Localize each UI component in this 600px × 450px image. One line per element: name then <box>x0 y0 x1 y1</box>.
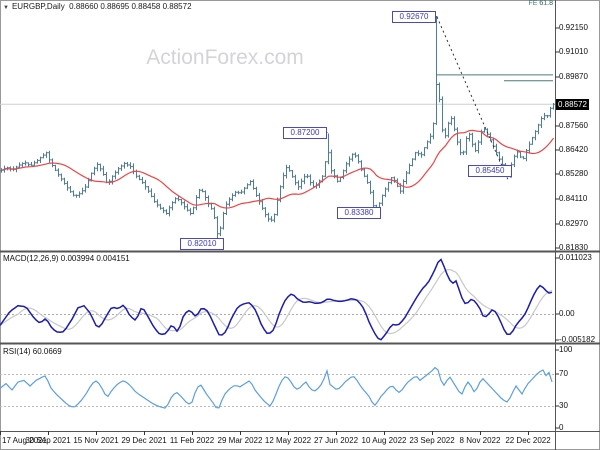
price-bars-series <box>0 16 555 245</box>
price-annotation-connector <box>325 132 328 133</box>
price-annotation-connector <box>434 16 438 17</box>
moving-average-line <box>1 129 554 209</box>
trendline-dashed <box>436 16 510 183</box>
price-annotation-connector <box>217 241 222 244</box>
price-annotation-connector <box>510 170 512 178</box>
rsi-line <box>0 366 553 409</box>
macd-signal-line <box>0 268 553 335</box>
price-annotation-connector <box>371 212 379 213</box>
macd-main-line <box>0 258 553 341</box>
